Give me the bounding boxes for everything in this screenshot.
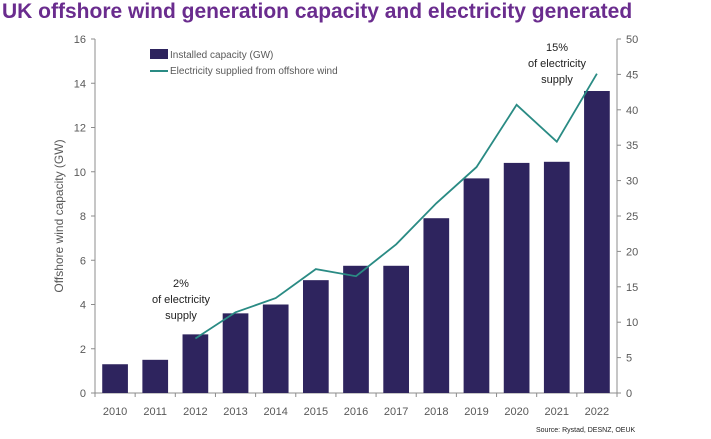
y-axis-title: Offshore wind capacity (GW)	[52, 139, 66, 292]
bar	[503, 162, 530, 393]
x-tick-label: 2017	[384, 406, 408, 418]
legend-swatch-capacity	[150, 49, 168, 59]
line-series-electricity	[194, 73, 598, 340]
chart-title: UK offshore wind generation capacity and…	[2, 0, 633, 23]
x-tick-label: 2019	[464, 406, 488, 418]
annotation-text: of electricity	[152, 294, 211, 306]
bar	[182, 334, 209, 393]
y-tick-label: 2	[80, 344, 86, 356]
legend-label-capacity: Installed capacity (GW)	[170, 50, 273, 61]
y2-tick-label: 50	[626, 34, 638, 46]
y2-tick-label: 15	[626, 282, 638, 294]
annotation-text: supply	[165, 310, 197, 322]
y2-tick-label: 20	[626, 246, 638, 258]
y2-tick-label: 0	[626, 388, 632, 400]
y-tick-label: 10	[74, 167, 86, 179]
y2-tick-label: 10	[626, 317, 638, 329]
y-tick-label: 0	[80, 388, 86, 400]
bar	[262, 304, 289, 393]
legend-label-electricity: Electricity supplied from offshore wind	[170, 66, 338, 77]
x-tick-label: 2013	[223, 406, 247, 418]
y-tick-label: 16	[74, 34, 86, 46]
x-tick-label: 2012	[183, 406, 207, 418]
y-tick-label: 4	[80, 300, 86, 312]
y2-tick-label: 25	[626, 211, 638, 223]
bar	[423, 218, 450, 393]
x-tick-label: 2011	[143, 406, 167, 418]
source-note: Source: Rystad, DESNZ, OEUK	[536, 427, 636, 434]
bar	[222, 313, 249, 393]
x-tick-label: 2020	[504, 406, 528, 418]
annotation-text: supply	[541, 74, 573, 86]
y-tick-label: 8	[80, 211, 86, 223]
annotation-text: of electricity	[528, 58, 587, 70]
y2-tick-label: 40	[626, 105, 638, 117]
y2-tick-label: 5	[626, 353, 632, 365]
x-tick-label: 2018	[424, 406, 448, 418]
bar	[102, 364, 128, 393]
bar	[302, 280, 329, 393]
bar	[383, 265, 410, 393]
bar	[343, 265, 369, 393]
y2-tick-label: 30	[626, 176, 638, 188]
x-tick-label: 2010	[103, 406, 127, 418]
y2-tick-label: 45	[626, 69, 638, 81]
x-tick-label: 2022	[585, 406, 609, 418]
y-tick-label: 14	[74, 78, 86, 90]
bar	[543, 161, 570, 393]
bar	[584, 90, 610, 394]
x-tick-label: 2016	[344, 406, 368, 418]
y-tick-label: 6	[80, 255, 86, 267]
x-tick-label: 2015	[304, 406, 328, 418]
x-tick-label: 2021	[545, 406, 569, 418]
annotation-text: 2%	[173, 278, 189, 290]
y2-tick-label: 35	[626, 140, 638, 152]
bar	[142, 359, 169, 393]
y-tick-label: 12	[74, 123, 86, 135]
annotation-text: 15%	[546, 42, 568, 54]
bar	[463, 178, 490, 393]
x-tick-label: 2014	[263, 406, 287, 418]
